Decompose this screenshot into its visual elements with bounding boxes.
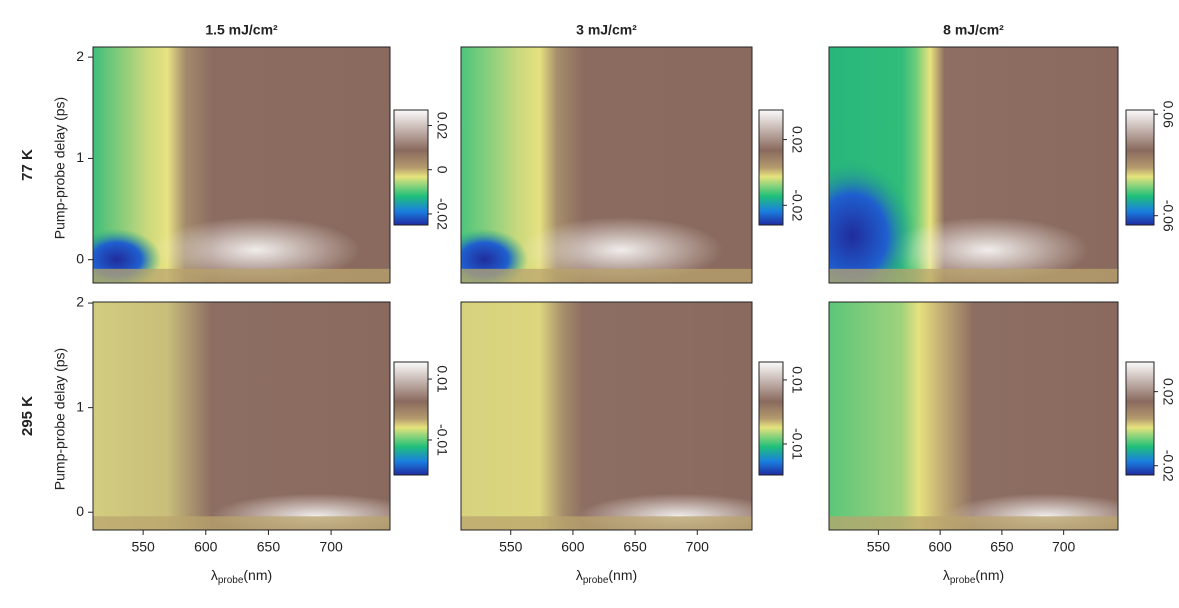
x-label-symbol: λ bbox=[576, 567, 583, 583]
heatmap-glow bbox=[519, 216, 723, 283]
colorbar bbox=[393, 109, 429, 226]
x-tick-label: 600 bbox=[928, 539, 952, 555]
x-tick-label: 650 bbox=[623, 539, 647, 555]
heatmap bbox=[829, 302, 1118, 530]
colorbar-tick-label: 0 bbox=[434, 166, 450, 174]
heatmap bbox=[93, 302, 390, 530]
colorbar-tick-label: -0.02 bbox=[434, 198, 450, 230]
x-label-symbol: λ bbox=[211, 567, 218, 583]
colorbar-tick-label: 0.01 bbox=[789, 366, 805, 393]
x-axis-label: λprobe(nm) bbox=[211, 567, 272, 586]
plot-frame bbox=[92, 46, 391, 284]
x-tick-label: 650 bbox=[990, 539, 1014, 555]
x-tick-label: 550 bbox=[867, 539, 891, 555]
y-tick-label: 2 bbox=[76, 294, 84, 310]
colorbar-tick-label: 0.02 bbox=[1160, 378, 1176, 405]
x-label-subscript: probe bbox=[218, 575, 244, 586]
column-title: 8 mJ/cm² bbox=[943, 22, 1004, 38]
colorbar-tick-label: -0.01 bbox=[434, 424, 450, 456]
heatmap-blob bbox=[829, 160, 916, 283]
colorbar bbox=[1125, 361, 1155, 476]
y-tick-label: 2 bbox=[76, 48, 84, 64]
heatmap-image bbox=[829, 302, 1118, 530]
heatmap-glow bbox=[152, 216, 361, 283]
colorbar-tick-label: 0.02 bbox=[789, 126, 805, 153]
colorbar-tick-label: -0.02 bbox=[789, 189, 805, 221]
heatmap-strip bbox=[461, 268, 752, 283]
x-tick-label: 700 bbox=[1052, 539, 1076, 555]
column-title: 3 mJ/cm² bbox=[576, 22, 637, 38]
heatmap bbox=[829, 47, 1118, 283]
colorbar-tick-label: 0.06 bbox=[1160, 101, 1176, 128]
y-tick-label: 0 bbox=[76, 503, 84, 519]
x-tick-label: 600 bbox=[561, 539, 585, 555]
row-label: 295 K bbox=[19, 396, 36, 436]
heatmap-strip bbox=[829, 268, 1118, 283]
x-axis-label: λprobe(nm) bbox=[943, 567, 1004, 586]
row-label: 77 K bbox=[19, 149, 36, 181]
x-label-subscript: probe bbox=[583, 575, 609, 586]
heatmap-strip bbox=[93, 268, 390, 283]
colorbar-tick-label: 0.02 bbox=[434, 112, 450, 139]
x-label-unit: (nm) bbox=[608, 567, 637, 583]
y-axis-label: Pump-probe delay (ps) bbox=[52, 348, 68, 490]
x-tick-label: 650 bbox=[257, 539, 281, 555]
y-tick-label: 1 bbox=[76, 398, 84, 414]
plot-frame bbox=[828, 301, 1119, 531]
x-tick-label: 700 bbox=[686, 539, 710, 555]
heatmap bbox=[93, 47, 390, 283]
colorbar-tick-label: 0.01 bbox=[434, 365, 450, 392]
plot-frame bbox=[828, 46, 1119, 284]
plot-frame bbox=[460, 301, 753, 531]
column-title: 1.5 mJ/cm² bbox=[205, 22, 278, 38]
x-label-symbol: λ bbox=[943, 567, 950, 583]
colorbar bbox=[393, 361, 429, 476]
heatmap-strip bbox=[461, 516, 752, 530]
x-label-unit: (nm) bbox=[975, 567, 1004, 583]
y-tick-label: 0 bbox=[76, 250, 84, 266]
x-tick-label: 550 bbox=[499, 539, 523, 555]
heatmap-glow bbox=[886, 216, 1090, 283]
heatmap bbox=[461, 47, 752, 283]
x-label-subscript: probe bbox=[950, 575, 976, 586]
colorbar bbox=[758, 361, 784, 476]
plot-frame bbox=[460, 46, 753, 284]
plot-frame bbox=[92, 301, 391, 531]
heatmap-strip bbox=[93, 516, 390, 530]
colorbar-tick-label: -0.01 bbox=[789, 428, 805, 460]
x-axis-label: λprobe(nm) bbox=[576, 567, 637, 586]
heatmap-strip bbox=[829, 516, 1118, 530]
x-tick-label: 600 bbox=[194, 539, 218, 555]
heatmap-image bbox=[461, 302, 752, 530]
colorbar bbox=[758, 109, 784, 226]
x-tick-label: 550 bbox=[131, 539, 155, 555]
x-label-unit: (nm) bbox=[243, 567, 272, 583]
x-tick-label: 700 bbox=[319, 539, 343, 555]
heatmap bbox=[461, 302, 752, 530]
colorbar-tick-label: -0.06 bbox=[1160, 200, 1176, 232]
colorbar-tick-label: -0.02 bbox=[1160, 450, 1176, 482]
heatmap-image bbox=[93, 302, 390, 530]
y-tick-label: 1 bbox=[76, 149, 84, 165]
y-axis-label: Pump-probe delay (ps) bbox=[52, 97, 68, 239]
colorbar bbox=[1125, 109, 1155, 226]
